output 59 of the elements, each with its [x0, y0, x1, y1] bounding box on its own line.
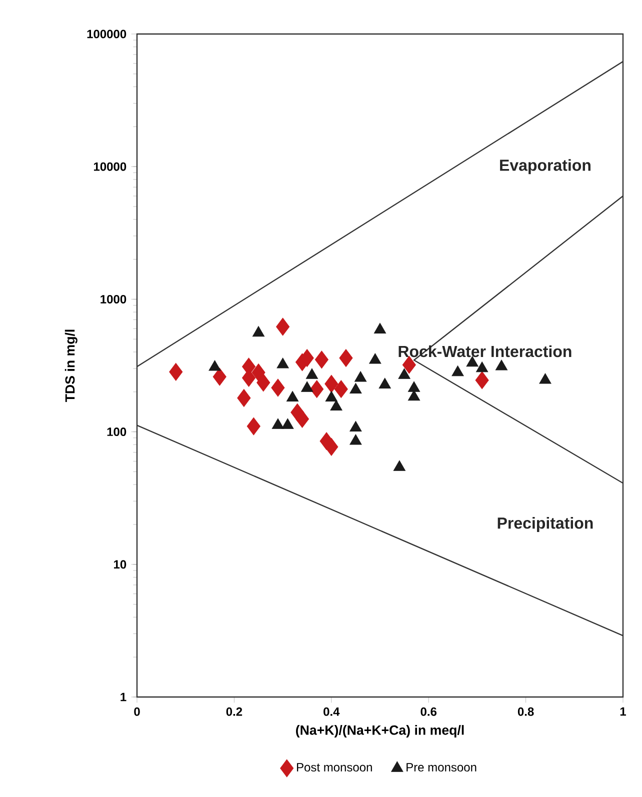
point — [350, 420, 362, 432]
point — [256, 374, 270, 392]
point — [330, 400, 342, 411]
point — [252, 364, 266, 382]
legend-label: Post monsoon — [296, 763, 372, 772]
point — [282, 418, 294, 429]
point — [369, 353, 382, 364]
point — [295, 410, 310, 428]
point — [476, 362, 488, 372]
point — [339, 349, 353, 367]
point — [324, 374, 338, 393]
point — [276, 318, 290, 336]
point — [301, 381, 314, 392]
point — [354, 371, 367, 382]
point — [495, 360, 508, 370]
point — [350, 434, 362, 445]
point — [212, 368, 226, 386]
point — [452, 366, 464, 376]
point — [393, 460, 406, 471]
x-axis-title: (Na+K)/(Na+K+Ca) in meq/l — [296, 725, 464, 738]
x-tick-label: 0.8 — [518, 707, 534, 716]
point — [378, 378, 391, 388]
point — [539, 373, 552, 384]
point — [310, 380, 324, 398]
x-tick-label: 0.2 — [226, 707, 242, 716]
annotation: Precipitation — [498, 517, 593, 532]
y-tick-label: 10 — [114, 560, 126, 569]
point — [276, 358, 289, 368]
point — [271, 378, 285, 397]
point — [208, 360, 221, 371]
legend-label: Pre monsoon — [406, 763, 476, 772]
x-tick-label: 0.4 — [324, 707, 340, 716]
point — [408, 390, 420, 401]
y-tick-label: 100 — [107, 428, 126, 436]
x-tick-label: 0.6 — [420, 707, 436, 716]
point — [286, 391, 299, 402]
point — [169, 362, 183, 381]
point — [398, 368, 410, 379]
point — [350, 382, 362, 394]
point — [252, 326, 265, 337]
point — [314, 350, 328, 369]
point — [237, 389, 251, 407]
y-tick-label: 1 — [120, 692, 126, 702]
x-tick-label: 1 — [620, 707, 626, 716]
point — [475, 371, 489, 390]
y-axis-title: TDS in mg/l — [64, 330, 78, 402]
y-tick-label: 1000 — [100, 294, 126, 304]
point — [306, 368, 318, 379]
y-tick-label: 10000 — [94, 162, 126, 171]
annotation: Evaporation — [500, 159, 590, 174]
point — [325, 391, 338, 402]
point — [272, 418, 284, 429]
x-tick-label: 0 — [134, 707, 140, 716]
point — [408, 381, 420, 392]
point — [320, 432, 334, 450]
point — [246, 417, 260, 436]
y-tick-label: 100000 — [87, 30, 126, 38]
point — [374, 322, 386, 334]
point — [334, 380, 348, 398]
